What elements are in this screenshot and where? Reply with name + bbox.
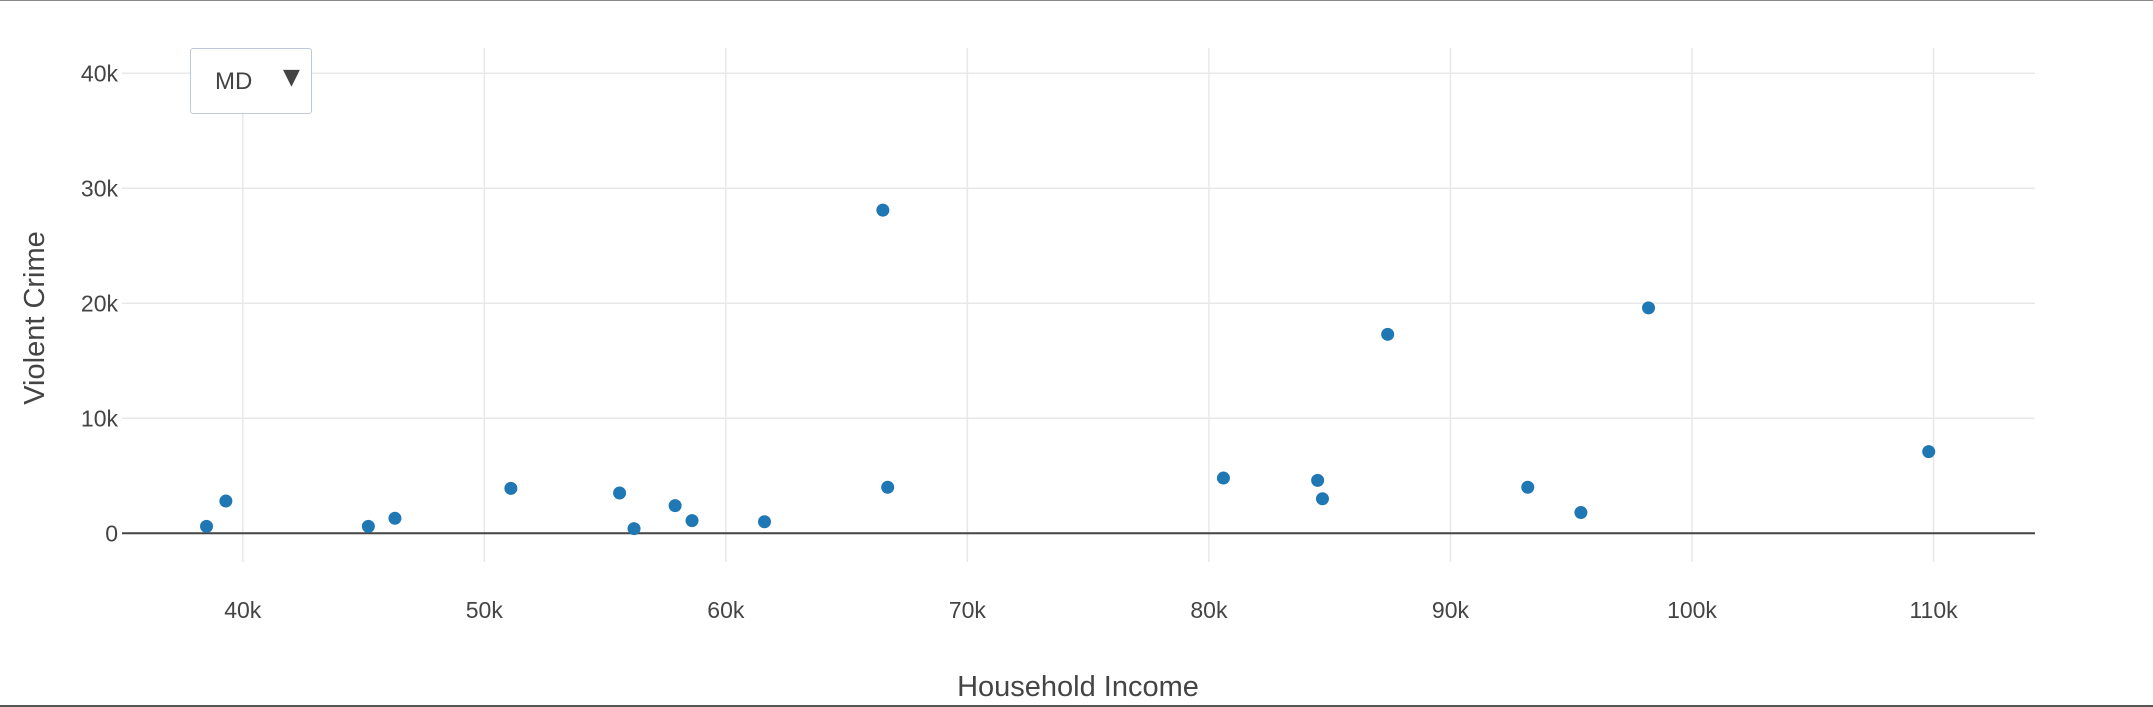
data-point: [613, 486, 627, 500]
y-tick-labels: 0 10k 20k 30k 40k: [81, 60, 119, 546]
data-point: [881, 480, 895, 494]
data-point: [1521, 480, 1535, 494]
y-tick-label: 20k: [81, 290, 119, 316]
y-axis-title: Violent Crime: [19, 231, 51, 405]
data-point: [668, 499, 682, 513]
y-tick-label: 0: [105, 520, 118, 546]
x-gridlines: [242, 48, 1935, 562]
top-border: [0, 0, 2153, 1]
data-point: [876, 203, 890, 217]
x-tick-label: 90k: [1432, 597, 1470, 623]
data-point: [1574, 506, 1588, 520]
x-axis-title: Household Income: [957, 671, 1199, 703]
data-point: [388, 511, 402, 525]
y-tick-label: 40k: [81, 60, 119, 86]
data-point: [361, 519, 375, 533]
data-point: [627, 522, 641, 536]
y-tick-label: 30k: [81, 175, 119, 201]
data-point: [1311, 473, 1325, 487]
data-points: [200, 203, 1936, 536]
bottom-border: [0, 705, 2153, 707]
dropdown-selected-value: MD: [215, 68, 253, 95]
y-gridlines: [122, 72, 2035, 420]
data-point: [685, 514, 699, 528]
x-tick-label: 80k: [1190, 597, 1228, 623]
data-point: [1642, 301, 1656, 315]
data-point: [200, 519, 214, 533]
x-tick-labels: 40k 50k 60k 70k 80k 90k 100k 110k: [224, 597, 1958, 623]
triangle-down-icon: ▼: [283, 65, 300, 90]
x-tick-label: 50k: [466, 597, 504, 623]
y-tick-label: 10k: [81, 405, 119, 431]
data-point: [504, 481, 518, 495]
data-point: [757, 515, 771, 529]
state-dropdown[interactable]: MD ▼: [190, 48, 312, 114]
x-tick-label: 100k: [1667, 597, 1717, 623]
x-tick-label: 110k: [1909, 597, 1958, 623]
x-tick-label: 70k: [949, 597, 987, 623]
x-tick-label: 40k: [224, 597, 262, 623]
data-point: [1315, 492, 1329, 506]
data-point: [1216, 471, 1230, 485]
x-tick-label: 60k: [707, 597, 745, 623]
data-point: [219, 494, 233, 508]
data-point: [1922, 445, 1936, 459]
data-point: [1381, 327, 1395, 341]
